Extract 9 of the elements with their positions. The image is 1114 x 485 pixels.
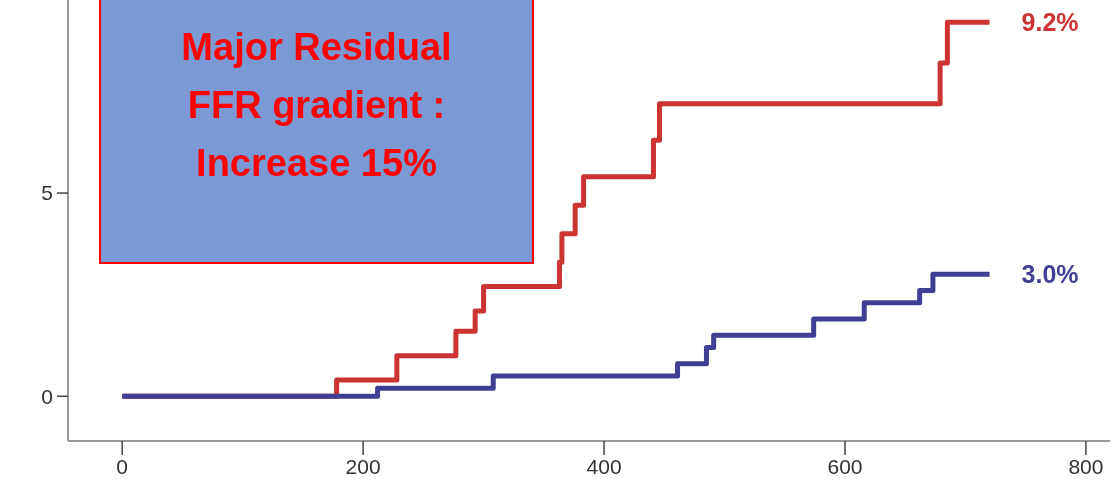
- x-tick-label: 0: [116, 455, 129, 478]
- annotation: Major Residual FFR gradient : Increase 15%: [181, 26, 452, 184]
- x-tick-label: 400: [586, 455, 622, 478]
- x-tick-label: 600: [827, 455, 863, 478]
- x-tick-label: 200: [345, 455, 381, 478]
- y-tick-label: 5: [41, 181, 53, 205]
- x-tick-label: 800: [1068, 455, 1104, 478]
- annotation: 3.0%: [1021, 260, 1079, 289]
- annotation: 9.2%: [1021, 8, 1079, 37]
